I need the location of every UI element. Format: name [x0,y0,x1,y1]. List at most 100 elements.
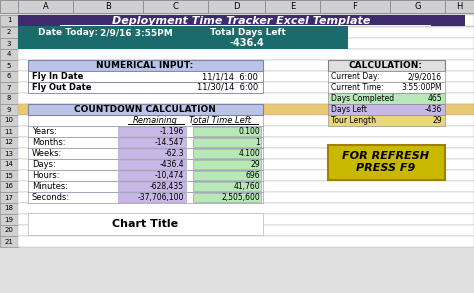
Text: 13: 13 [4,151,13,156]
FancyBboxPatch shape [18,71,474,82]
Text: 9: 9 [7,106,11,113]
FancyBboxPatch shape [28,126,263,137]
Text: NUMERICAL INPUT:: NUMERICAL INPUT: [96,61,193,70]
Text: Tour Length: Tour Length [331,116,376,125]
FancyBboxPatch shape [0,192,18,203]
FancyBboxPatch shape [193,182,261,191]
Text: Weeks:: Weeks: [32,149,62,158]
FancyBboxPatch shape [28,60,263,71]
Text: Seconds:: Seconds: [32,193,70,202]
FancyBboxPatch shape [118,138,186,147]
Text: F: F [353,2,357,11]
FancyBboxPatch shape [18,15,474,26]
Text: Deployment Time Tracker Excel Template: Deployment Time Tracker Excel Template [112,16,370,25]
Text: Days Left: Days Left [331,105,367,114]
FancyBboxPatch shape [18,148,474,159]
FancyBboxPatch shape [193,171,261,180]
FancyBboxPatch shape [0,0,18,13]
Text: 3: 3 [7,40,11,47]
FancyBboxPatch shape [0,159,18,170]
Text: 11/1/14  6:00: 11/1/14 6:00 [202,72,258,81]
Text: 29: 29 [250,160,260,169]
FancyBboxPatch shape [18,93,474,104]
FancyBboxPatch shape [18,159,474,170]
Text: Date Today:: Date Today: [38,28,98,37]
FancyBboxPatch shape [28,104,263,115]
FancyBboxPatch shape [118,127,186,136]
Text: G: G [414,2,421,11]
Text: H: H [456,2,463,11]
FancyBboxPatch shape [18,26,348,49]
FancyBboxPatch shape [328,93,445,104]
FancyBboxPatch shape [73,0,143,13]
Text: 7: 7 [7,84,11,91]
Text: 12: 12 [5,139,13,146]
FancyBboxPatch shape [320,0,390,13]
Text: CALCULATION:: CALCULATION: [349,61,423,70]
FancyBboxPatch shape [28,192,263,203]
Text: 2,505,600: 2,505,600 [221,193,260,202]
FancyBboxPatch shape [0,203,18,214]
Text: 2/9/2016: 2/9/2016 [408,72,442,81]
Text: -436.4: -436.4 [159,160,184,169]
FancyBboxPatch shape [18,0,73,13]
FancyBboxPatch shape [193,193,261,202]
FancyBboxPatch shape [0,148,18,159]
Text: 696: 696 [246,171,260,180]
Text: Total Days Left: Total Days Left [210,28,286,37]
Text: 41,760: 41,760 [233,182,260,191]
Text: 465: 465 [428,94,442,103]
Text: Total Time Left: Total Time Left [189,116,251,125]
FancyBboxPatch shape [28,181,263,192]
FancyBboxPatch shape [0,236,18,247]
FancyBboxPatch shape [0,82,18,93]
Text: FOR REFRESH
PRESS F9: FOR REFRESH PRESS F9 [343,151,429,173]
Text: 11/30/14  6:00: 11/30/14 6:00 [197,83,258,92]
Text: 0.100: 0.100 [238,127,260,136]
Text: 19: 19 [4,217,13,222]
FancyBboxPatch shape [208,0,265,13]
FancyBboxPatch shape [18,170,474,181]
FancyBboxPatch shape [0,126,18,137]
FancyBboxPatch shape [193,160,261,169]
Text: 4.100: 4.100 [238,149,260,158]
FancyBboxPatch shape [118,149,186,158]
FancyBboxPatch shape [328,60,445,71]
Text: Months:: Months: [32,138,65,147]
FancyBboxPatch shape [28,71,263,82]
Text: 11: 11 [4,129,13,134]
FancyBboxPatch shape [28,148,263,159]
FancyBboxPatch shape [28,82,263,93]
Text: 6: 6 [7,74,11,79]
Text: 4: 4 [7,52,11,57]
FancyBboxPatch shape [18,214,474,225]
Text: Hours:: Hours: [32,171,60,180]
Text: 17: 17 [4,195,13,200]
FancyBboxPatch shape [193,138,261,147]
FancyBboxPatch shape [0,93,18,104]
FancyBboxPatch shape [0,181,18,192]
FancyBboxPatch shape [328,104,445,115]
FancyBboxPatch shape [18,126,474,137]
Text: 16: 16 [4,183,13,190]
FancyBboxPatch shape [18,60,474,71]
Text: 18: 18 [4,205,13,212]
Text: -1.196: -1.196 [160,127,184,136]
Text: Chart Title: Chart Title [112,219,178,229]
FancyBboxPatch shape [18,181,474,192]
FancyBboxPatch shape [0,71,18,82]
FancyBboxPatch shape [390,0,445,13]
FancyBboxPatch shape [18,115,474,126]
Text: -628,435: -628,435 [150,182,184,191]
Text: D: D [233,2,240,11]
FancyBboxPatch shape [328,115,445,126]
FancyBboxPatch shape [118,193,186,202]
FancyBboxPatch shape [0,225,18,236]
FancyBboxPatch shape [18,236,474,247]
FancyBboxPatch shape [18,15,465,26]
FancyBboxPatch shape [265,0,320,13]
FancyBboxPatch shape [0,170,18,181]
FancyBboxPatch shape [28,159,263,170]
FancyBboxPatch shape [118,160,186,169]
Text: 10: 10 [4,117,13,124]
